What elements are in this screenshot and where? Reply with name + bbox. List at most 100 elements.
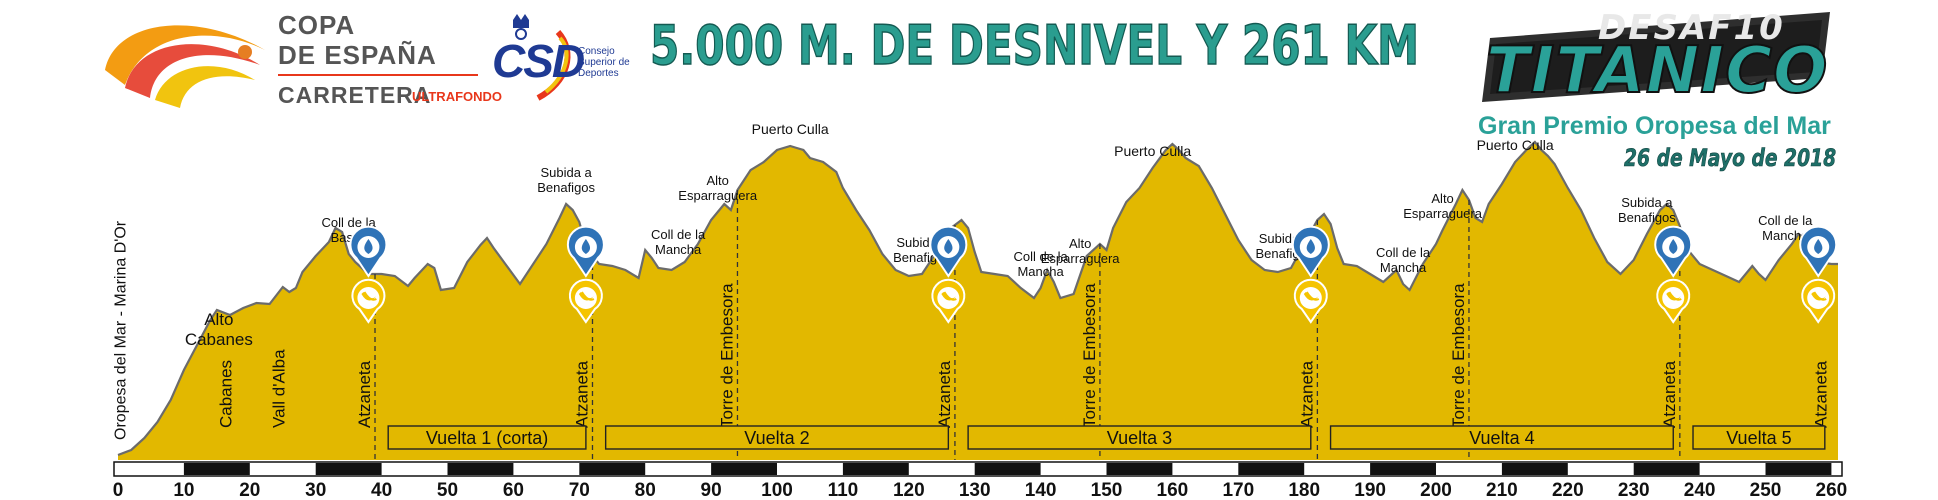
water-zone-icon xyxy=(1291,225,1330,278)
km-tick-label: 70 xyxy=(569,480,590,500)
profile-outline xyxy=(117,140,1838,457)
climb-label: Esparraguera xyxy=(678,188,758,203)
climb-label: Alto xyxy=(1069,236,1091,251)
km-tick-label: 60 xyxy=(503,480,524,500)
water-drop-icon xyxy=(364,239,373,254)
banana-icon xyxy=(361,292,377,301)
lap-box xyxy=(604,425,950,450)
copa-line-1: COPA xyxy=(278,10,356,40)
lap-box xyxy=(967,425,1312,450)
km-tick-label: 40 xyxy=(371,480,392,500)
km-axis-segment xyxy=(1765,463,1832,475)
km-tick-label: 110 xyxy=(828,480,859,500)
csd-sub-2: Superior de xyxy=(578,57,630,68)
desafio-logo-frame-icon xyxy=(1482,12,1830,102)
km-axis-segment xyxy=(1633,463,1700,475)
food-zone-icon xyxy=(1801,278,1836,324)
km-tick-label: 160 xyxy=(1157,480,1189,500)
banana-icon xyxy=(1666,292,1682,301)
copa-line-2: DE ESPAÑA xyxy=(278,40,437,70)
km-axis-segment xyxy=(974,463,1041,475)
climb-label: Puerto Culla xyxy=(1477,137,1554,153)
water-zone-icon xyxy=(929,225,968,278)
climb-label: Mancha xyxy=(655,242,702,257)
lap-label: Vuelta 3 xyxy=(1107,428,1172,448)
town-label: Vall d'Alba xyxy=(269,349,288,428)
banana-icon-2 xyxy=(1305,291,1320,301)
town-label: Oropesa del Mar - Marina D'Or xyxy=(112,220,129,440)
climb-label: Mancha xyxy=(1017,264,1064,279)
lap-box xyxy=(1329,425,1674,450)
climb-label: Alto xyxy=(706,173,728,188)
km-axis-segment xyxy=(1501,463,1568,475)
food-zone-icon xyxy=(1293,278,1328,324)
climb-label: Coll de la xyxy=(322,215,377,230)
water-drop-icon xyxy=(1669,239,1678,254)
copa-divider xyxy=(278,74,478,76)
km-axis-segment xyxy=(1370,463,1437,475)
km-tick-label: 250 xyxy=(1750,480,1782,500)
climb-label: Subida a xyxy=(540,165,592,180)
town-label: Atzaneta xyxy=(935,360,954,428)
food-zone-icon xyxy=(351,278,386,324)
climb-label: Coll de la xyxy=(1014,249,1069,264)
km-tick-label: 150 xyxy=(1091,480,1123,500)
water-drop-icon xyxy=(1814,239,1823,254)
town-label: Atzaneta xyxy=(1811,360,1830,428)
csd-label: CSD xyxy=(492,35,585,87)
csd-sub-1: Consejo xyxy=(578,46,615,57)
climb-label: Subida a xyxy=(1621,195,1673,210)
alto-cabanes-label: Alto xyxy=(204,310,233,329)
event-date: 26 de Mayo de 2018 xyxy=(1624,144,1837,173)
banana-icon-2 xyxy=(1668,291,1682,301)
km-tick-label: 180 xyxy=(1288,480,1320,500)
banana-icon xyxy=(1811,292,1827,301)
climb-label: Esparraguera xyxy=(1403,206,1483,221)
km-tick-label: 130 xyxy=(959,480,991,500)
climb-label: Alto xyxy=(1431,191,1453,206)
climb-label: Coll de la xyxy=(1376,245,1431,260)
km-axis-segment xyxy=(183,463,250,475)
food-zone-icon xyxy=(568,278,603,324)
banana-icon xyxy=(578,292,594,301)
banana-icon-2 xyxy=(363,291,377,301)
banana-icon xyxy=(941,292,957,301)
climb-label: Benafigos xyxy=(1618,210,1676,225)
food-zone-icon xyxy=(931,278,966,324)
town-label: Torre de Embesora xyxy=(717,283,736,428)
profile-area xyxy=(118,142,1838,460)
lap-label: Vuelta 4 xyxy=(1469,428,1534,448)
water-drop-icon xyxy=(581,239,591,254)
lap-box xyxy=(1692,425,1826,450)
km-tick-label: 100 xyxy=(761,480,793,500)
km-axis-segment xyxy=(1238,463,1305,475)
water-zone-icon xyxy=(1799,225,1838,278)
food-zone-icon xyxy=(1656,278,1691,324)
km-tick-label: 200 xyxy=(1420,480,1452,500)
csd-sub-3: Deportes xyxy=(578,68,619,79)
csd-crown-swoosh-icon xyxy=(513,14,571,101)
banana-icon-2 xyxy=(943,291,957,301)
main-title: 5.000 M. DE DESNIVEL Y 261 KM xyxy=(649,13,1420,78)
km-tick-label: 90 xyxy=(701,480,722,500)
banana-icon xyxy=(1303,292,1319,301)
km-tick-label: 20 xyxy=(239,480,260,500)
km-tick-label: 0 xyxy=(113,480,124,500)
town-label: Torre de Embesora xyxy=(1449,283,1468,428)
alto-cabanes-label: Cabanes xyxy=(185,330,253,349)
water-zone-icon xyxy=(566,225,605,278)
km-axis-segment xyxy=(711,463,778,475)
lap-label: Vuelta 1 (corta) xyxy=(426,428,548,448)
km-tick-label: 10 xyxy=(173,480,194,500)
km-axis-segment xyxy=(447,463,514,475)
banana-icon-2 xyxy=(581,291,595,301)
copa-logo-swoosh-icon xyxy=(105,25,265,108)
town-label: Atzaneta xyxy=(355,360,374,428)
logo-bottom-text: TITANICO xyxy=(1485,33,1829,109)
km-tick-label: 80 xyxy=(635,480,656,500)
km-tick-label: 140 xyxy=(1025,480,1057,500)
lap-label: Vuelta 5 xyxy=(1726,428,1791,448)
km-tick-label: 240 xyxy=(1684,480,1716,500)
km-tick-label: 220 xyxy=(1552,480,1584,500)
